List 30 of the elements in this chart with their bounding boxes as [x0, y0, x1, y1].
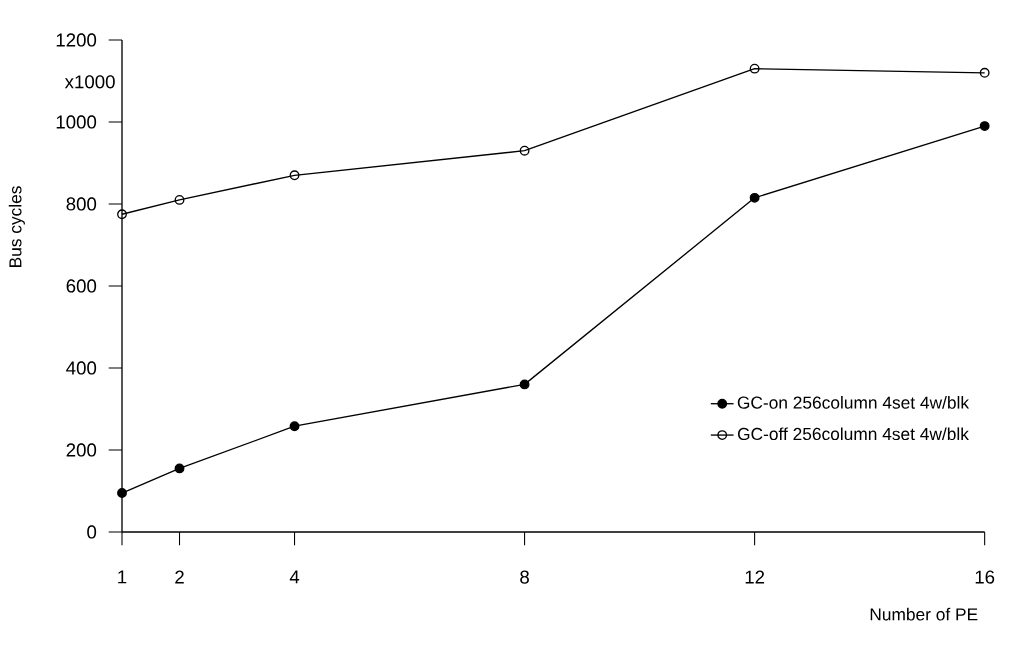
point	[979, 121, 990, 132]
y-tick-label: 800	[66, 197, 97, 211]
x-tick-label: 1	[118, 570, 127, 584]
legend-label: GC-on 256column 4set 4w/blk	[737, 396, 970, 409]
y-tick-label: 1000	[56, 115, 97, 129]
point	[749, 192, 760, 203]
x-tick-label: 12	[745, 570, 765, 584]
y-tick-label: 600	[66, 279, 97, 293]
x-tick-label: 8	[520, 570, 529, 584]
point	[289, 170, 300, 181]
point	[174, 463, 185, 474]
x-tick-label: 2	[175, 570, 184, 584]
point	[174, 194, 185, 205]
point	[519, 145, 530, 156]
y-tick-label: 200	[66, 443, 97, 457]
point	[117, 488, 127, 498]
x-tick-label: 4	[289, 570, 300, 584]
text: x1000	[64, 75, 115, 89]
x-axis-title: Number of PE	[870, 607, 978, 621]
y-tick-label: 1200	[56, 33, 97, 47]
point	[519, 379, 530, 390]
legend-label: GC-off 256column 4set 4w/blk	[737, 427, 969, 441]
point	[289, 421, 300, 432]
point	[749, 63, 760, 74]
point	[117, 209, 127, 220]
y-axis-title: Bus cycles	[8, 186, 25, 267]
x-tick-label: 16	[975, 570, 995, 584]
y-tick-label: 0	[87, 525, 97, 539]
y-tick-label: 400	[66, 361, 97, 375]
point	[979, 67, 990, 78]
